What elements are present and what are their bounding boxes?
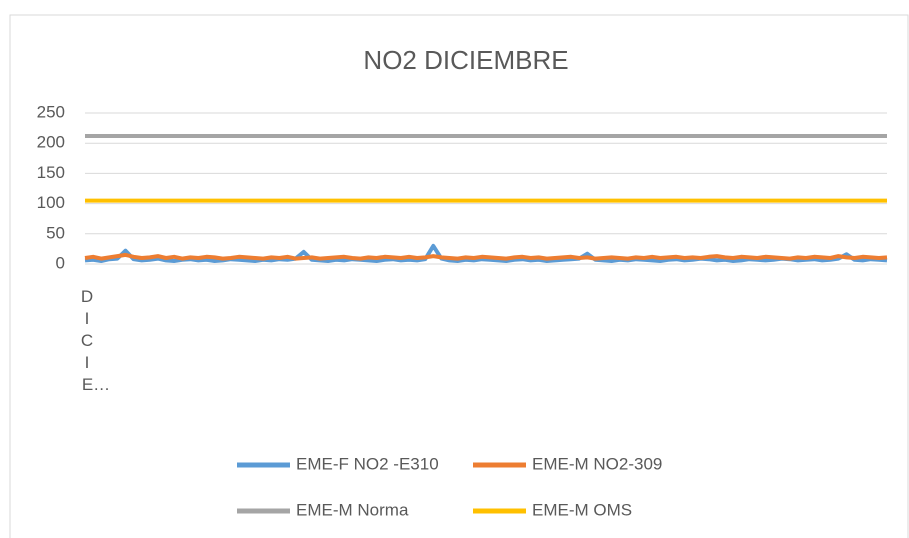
y-tick-label: 250 — [37, 102, 65, 121]
y-tick-label: 50 — [46, 223, 65, 242]
legend-label: EME-M Norma — [296, 500, 409, 519]
chart-frame — [9, 14, 909, 538]
legend-label: EME-M OMS — [532, 500, 632, 519]
chart-title: NO2 DICIEMBRE — [363, 45, 568, 75]
series-line — [84, 252, 888, 261]
y-tick-label: 100 — [37, 193, 65, 212]
y-tick-label: 200 — [37, 133, 65, 152]
y-tick-label: 0 — [56, 253, 65, 272]
legend-label: EME-F NO2 -E310 — [296, 454, 439, 473]
y-tick-label: 150 — [37, 163, 65, 182]
x-tick-label: D I C I E… — [81, 287, 110, 394]
legend-label: EME-M NO2-309 — [532, 454, 662, 473]
